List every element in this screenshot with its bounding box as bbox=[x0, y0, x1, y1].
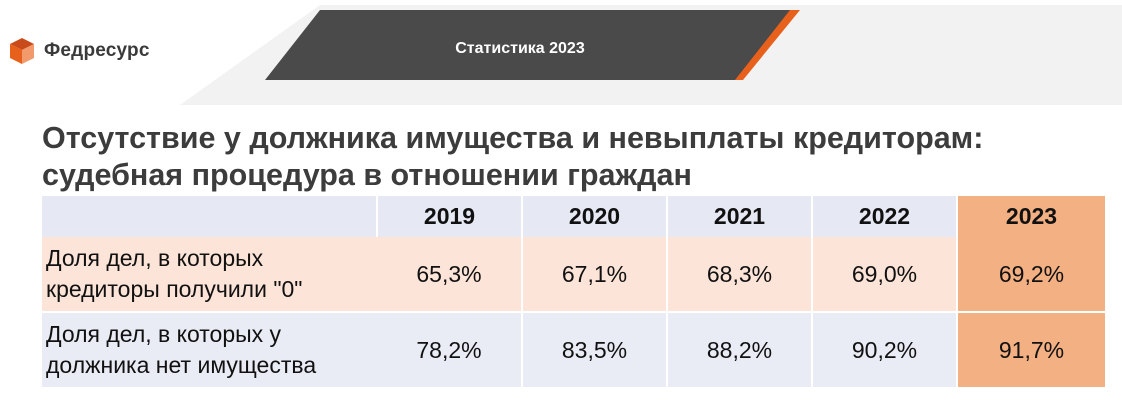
table-cell: 67,1% bbox=[522, 237, 668, 313]
logo: Федресурс bbox=[8, 36, 150, 66]
row-label: Доля дел, в которых у должника нет имуще… bbox=[42, 312, 377, 387]
header-year-2019: 2019 bbox=[377, 196, 523, 237]
table-header-row: 2019 2020 2021 2022 2023 bbox=[42, 196, 1107, 237]
row-label-line-1: Доля дел, в которых bbox=[46, 245, 264, 271]
table-cell: 65,3% bbox=[377, 237, 523, 313]
table-cell: 68,3% bbox=[667, 237, 813, 313]
table-cell: 78,2% bbox=[377, 312, 523, 387]
header-blank-cell bbox=[42, 196, 378, 237]
row-label-line-1: Доля дел, в которых у bbox=[46, 321, 282, 347]
table-cell: 88,2% bbox=[667, 312, 813, 387]
table-cell-highlight: 69,2% bbox=[957, 237, 1107, 313]
page-title-line-2: судебная процедура в отношении граждан bbox=[42, 158, 692, 192]
banner-title: Статистика 2023 bbox=[455, 40, 585, 57]
header-year-2022: 2022 bbox=[812, 196, 958, 237]
statistics-table: 2019 2020 2021 2022 2023 Доля дел, в кот… bbox=[42, 196, 1107, 387]
header-year-2020: 2020 bbox=[522, 196, 668, 237]
table-row: Доля дел, в которых кредиторы получили "… bbox=[42, 237, 1107, 313]
table-cell-highlight: 91,7% bbox=[957, 312, 1107, 387]
banner-orange-stripe bbox=[718, 10, 800, 80]
row-label-line-2: кредиторы получили "0" bbox=[46, 276, 303, 302]
table-cell: 69,0% bbox=[812, 237, 958, 313]
header-year-2023: 2023 bbox=[957, 196, 1107, 237]
row-label-line-2: должника нет имущества bbox=[46, 352, 317, 378]
table-row: Доля дел, в которых у должника нет имуще… bbox=[42, 312, 1107, 387]
table-cell: 90,2% bbox=[812, 312, 958, 387]
table-cell: 83,5% bbox=[522, 312, 668, 387]
logo-text: Федресурс bbox=[44, 40, 150, 61]
page-title: Отсутствие у должника имущества и невыпл… bbox=[42, 120, 1102, 194]
banner-light-shape bbox=[180, 5, 1122, 105]
header-year-2021: 2021 bbox=[667, 196, 813, 237]
fedresurs-logo-icon bbox=[10, 38, 34, 64]
row-label: Доля дел, в которых кредиторы получили "… bbox=[42, 237, 377, 313]
page-title-line-1: Отсутствие у должника имущества и невыпл… bbox=[42, 121, 984, 155]
